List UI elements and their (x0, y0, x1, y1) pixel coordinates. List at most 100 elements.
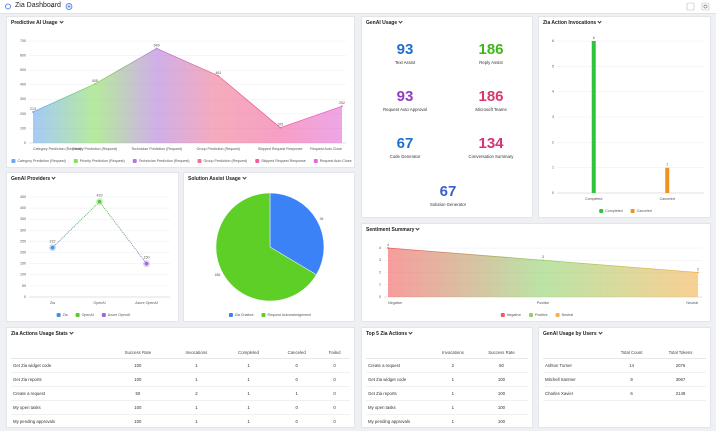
table-cell: 1 (223, 372, 275, 387)
row-label: Create a request (11, 386, 106, 401)
table-cell: 1 (430, 414, 475, 427)
panel: Top 5 Zia Actions Invocations Success Rat… (361, 327, 533, 428)
area (388, 248, 698, 297)
table-row: Create a request 50 2 1 1 0 (11, 386, 350, 401)
legend-swatch (101, 313, 106, 317)
point (155, 47, 158, 50)
table-cell: 1 (169, 358, 224, 373)
legend-label: Negative (507, 313, 521, 317)
legend: Negative Positive Neutral (500, 313, 573, 317)
header-row: Invocations Success Rate (366, 346, 528, 359)
table-cell: 0 (319, 372, 350, 387)
legend-label: OpenAI (82, 313, 94, 317)
panel-title[interactable]: Zia Actions Usage Stats (11, 330, 74, 337)
table-row: Get Zia widget code 100 1 1 0 0 (11, 358, 350, 373)
table-row: Get Zia widget code 1 100 (366, 372, 528, 387)
legend-label: Skipped Request Response (261, 159, 306, 163)
kpi-tile: 93 Request Auto Approval (383, 89, 427, 113)
x-tick-label: OpenAI (93, 301, 105, 305)
panel-title[interactable]: GenAI Usage (366, 19, 403, 26)
y-tick-label: 3 (379, 258, 381, 262)
table: Success Rate Invocations Completed Canceled… (11, 346, 350, 427)
legend-label: Canceled (637, 209, 652, 213)
legend-swatch (11, 159, 16, 163)
chart: 0 1 2 3 4 4 Negative 3 Positive 2 Neutral Negative P… (379, 243, 702, 317)
table-cell: 100 (474, 400, 528, 415)
y-tick-label: 0 (379, 295, 381, 299)
kpi-label: Solution Generator (429, 202, 467, 207)
y-tick-label: 200 (20, 112, 26, 116)
panel-title[interactable]: GenAI Providers (11, 175, 56, 182)
table-cell: 1 (430, 386, 475, 401)
title-text: Zia Action Invocations (543, 20, 597, 26)
table-cell: 0 (319, 414, 350, 427)
value-label: 405 (92, 79, 98, 83)
legend-swatch (75, 313, 80, 317)
x-tick-label: Zia (50, 301, 55, 305)
point (542, 259, 544, 262)
value-label: 429 (97, 194, 103, 198)
kpi-tile: 93 Text Assist (394, 42, 416, 66)
header-cell: Success Rate (474, 346, 528, 359)
row-label: My open tasks (11, 400, 106, 415)
y-tick-label: 6 (552, 39, 554, 43)
table-cell: 1 (223, 414, 275, 427)
table-row: My open tasks 100 1 1 0 0 (11, 400, 350, 415)
panel: Zia Action Invocations 0 1 2 3 4 5 6 6 Completed… (538, 16, 711, 218)
point (697, 271, 699, 274)
chart: 0 50 100 150 200 250 300 350 400 450 222 Zia 429 Open… (20, 194, 170, 317)
table-cell: 1 (169, 414, 224, 427)
table-cell: 100 (474, 386, 528, 401)
table-cell: 1 (223, 400, 275, 415)
title-text: GenAI Usage (366, 20, 398, 26)
x-tick-label: Skipped Request Response (258, 147, 303, 151)
header-cell: Success Rate (105, 346, 170, 359)
panel-title[interactable]: Solution Assist Usage (188, 175, 247, 182)
header-cell: Total Count (608, 346, 656, 359)
table-row: Get Zia reports 100 1 1 0 0 (11, 372, 350, 387)
bar (665, 167, 670, 193)
table-cell: 100 (105, 358, 170, 373)
header-cell: Canceled (274, 346, 320, 359)
y-tick-label: 700 (20, 39, 26, 43)
header-row: Success Rate Invocations Completed Canceled… (11, 346, 350, 359)
dropdown-icon[interactable] (50, 5, 55, 8)
table-row: Create a request 2 50 (366, 358, 528, 373)
panel-title[interactable]: Top 5 Zia Actions (366, 330, 413, 337)
panel-title[interactable]: Zia Action Invocations (543, 19, 602, 26)
header-cell: Failed (319, 346, 350, 359)
table-row: Get Zia reports 1 100 (366, 386, 528, 401)
panel-title[interactable]: Predictive AI Usage (11, 19, 64, 26)
table-cell: 2 (430, 358, 475, 373)
menu-icon[interactable] (5, 3, 11, 10)
kpi-label: Request Auto Approval (383, 107, 427, 112)
x-tick-label: Negative (388, 301, 402, 305)
y-tick-label: 0 (24, 295, 26, 299)
dashboard-title[interactable]: Zia Dashboard (15, 2, 61, 9)
panel-title[interactable]: Sentiment Summary (366, 226, 420, 233)
value-label: 3 (542, 255, 544, 259)
x-tick-label: Group Prediction (Request) (197, 147, 241, 151)
value-label: 186 (214, 273, 220, 277)
kpi-value: 67 (396, 135, 414, 152)
value-label: 213 (30, 107, 36, 111)
table-cell: 9 (608, 372, 656, 387)
point (387, 247, 389, 249)
kpi-label: Text Assist (394, 60, 416, 65)
y-tick-label: 100 (20, 273, 26, 277)
legend-swatch (228, 313, 233, 317)
legend-label: Azure OpenAI (108, 313, 131, 317)
x-tick-label: Azure OpenAI (135, 301, 158, 305)
fullscreen-button[interactable] (686, 2, 695, 11)
header-cell: Completed (223, 346, 275, 359)
settings-button[interactable] (701, 2, 710, 11)
kpi-value: 134 (478, 135, 504, 152)
x-tick-label: Positive (537, 301, 550, 305)
y-tick-label: 250 (20, 239, 26, 243)
y-tick-label: 5 (552, 64, 554, 68)
y-tick-label: 2 (379, 270, 381, 274)
value-label: 649 (154, 43, 160, 47)
kpi-value: 67 (439, 183, 457, 200)
legend: Category Prediction (Request) Priority Pr… (11, 159, 352, 163)
panel-title[interactable]: GenAI Usage by Users (543, 330, 603, 337)
